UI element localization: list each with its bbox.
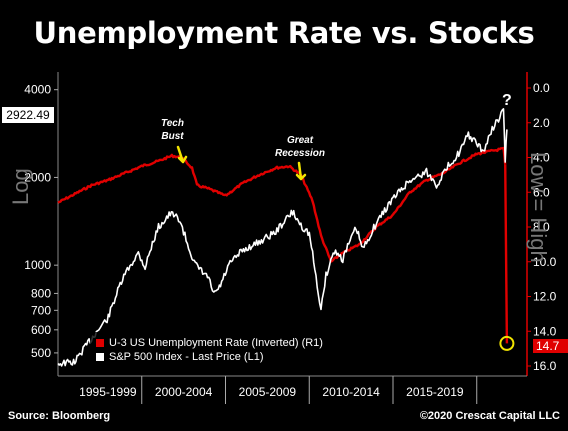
right-tick-label: 12.0: [533, 290, 557, 304]
legend-item-sp500: S&P 500 Index - Last Price (L1): [96, 350, 366, 364]
right-tick-label: 16.0: [533, 359, 557, 373]
current-value-marker: [499, 335, 515, 351]
series-line-unemployment: [57, 146, 507, 263]
series-line-sp500: [57, 108, 508, 367]
legend-label-sp500: S&P 500 Index - Last Price (L1): [109, 351, 264, 363]
recession-arrow-icon: [295, 161, 307, 181]
series-spike-unemployment: [504, 164, 509, 344]
tech-bust-arrow-icon: [176, 145, 188, 164]
right-tick-label: 10.0: [533, 255, 557, 269]
annotation-tech-bust-text: Tech Bust: [161, 118, 184, 142]
left-tick-label: 2000: [24, 170, 51, 184]
legend-label-unemployment: U-3 US Unemployment Rate (Inverted) (R1): [109, 337, 323, 349]
left-tick-label: 1000: [24, 258, 51, 272]
annotation-tech-bust: Tech Bust: [161, 117, 184, 143]
source-label: Source: Bloomberg: [8, 410, 111, 422]
right-tick-label: 6.0: [533, 185, 550, 199]
left-tick-label: 800: [31, 286, 51, 300]
x-category-label: 2005-2009: [239, 385, 297, 399]
left-tick-label: 4000: [24, 83, 51, 97]
x-category-label: 2015-2019: [406, 385, 464, 399]
chart-title: Unemployment Rate vs. Stocks: [33, 16, 535, 50]
right-tick-label: 14.0: [533, 324, 557, 338]
left-axis-label: Log: [8, 168, 33, 205]
x-category-label: 2010-2014: [322, 385, 380, 399]
x-category-label: 2000-2004: [155, 385, 213, 399]
copyright-label: ©2020 Crescat Capital LLC: [419, 410, 560, 422]
question-mark: ?: [502, 92, 512, 109]
left-tick-label: 600: [31, 323, 51, 337]
right-tick-label: 2.0: [533, 116, 550, 130]
left-tick-label: 500: [31, 346, 51, 360]
right-tick-label: 8.0: [533, 220, 550, 234]
legend: U-3 US Unemployment Rate (Inverted) (R1)…: [96, 336, 366, 366]
last-rate-badge: 14.7: [533, 339, 568, 353]
legend-item-unemployment: U-3 US Unemployment Rate (Inverted) (R1): [96, 336, 366, 350]
left-tick-label: 700: [31, 303, 51, 317]
right-tick-label: 0.0: [533, 81, 550, 95]
annotation-great-recession-text: Great Recession: [275, 135, 326, 159]
annotation-great-recession: Great Recession: [275, 134, 325, 160]
right-axis-label: Low = High: [526, 152, 551, 263]
legend-swatch-unemployment: [96, 339, 104, 347]
legend-swatch-sp500: [96, 353, 104, 361]
x-category-label: 1995-1999: [79, 385, 137, 399]
last-price-badge: 2922.49: [2, 107, 54, 123]
right-tick-label: 4.0: [533, 151, 550, 165]
legend-background: [90, 332, 370, 366]
